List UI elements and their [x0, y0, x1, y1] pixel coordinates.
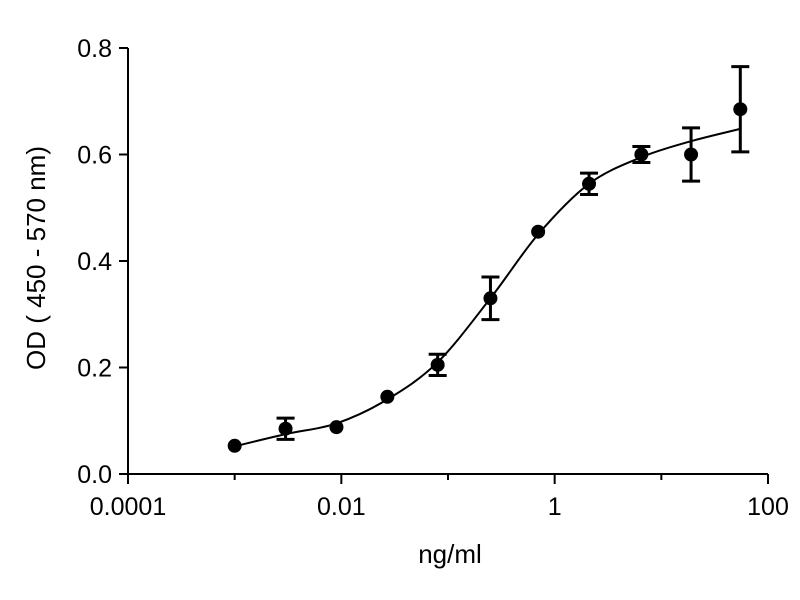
y-tick-label: 0.0: [77, 461, 112, 489]
data-point: [733, 102, 748, 117]
x-tick-label: 0.0001: [90, 493, 166, 521]
y-tick-label: 0.6: [77, 142, 112, 170]
y-axis-title: OD ( 450 - 570 nm): [21, 146, 51, 370]
y-tick-label: 0.2: [77, 355, 112, 383]
x-tick-label: 1: [548, 493, 562, 521]
data-point: [684, 147, 699, 162]
x-tick-label: 0.01: [317, 493, 366, 521]
x-axis-title: ng/ml: [418, 539, 482, 569]
data-point: [227, 438, 242, 453]
data-point: [634, 147, 649, 162]
data-point: [278, 421, 293, 436]
data-points-layer: [227, 65, 750, 453]
x-tick-label: 100: [747, 493, 789, 521]
data-point: [582, 176, 597, 191]
data-point: [483, 291, 498, 306]
fit-curve: [234, 127, 741, 448]
y-tick-label: 0.4: [77, 248, 112, 276]
data-point: [329, 420, 344, 435]
data-point: [380, 389, 395, 404]
data-point: [531, 224, 546, 239]
y-tick-label: 0.8: [77, 35, 112, 63]
data-point: [430, 357, 445, 372]
axes: 0.0 0.2 0.4 0.6 0.8 0.0001 0.01 1 100: [77, 35, 789, 521]
fit-curve-layer: [234, 127, 741, 448]
labels-layer: ng/ml OD ( 450 - 570 nm): [21, 146, 482, 569]
